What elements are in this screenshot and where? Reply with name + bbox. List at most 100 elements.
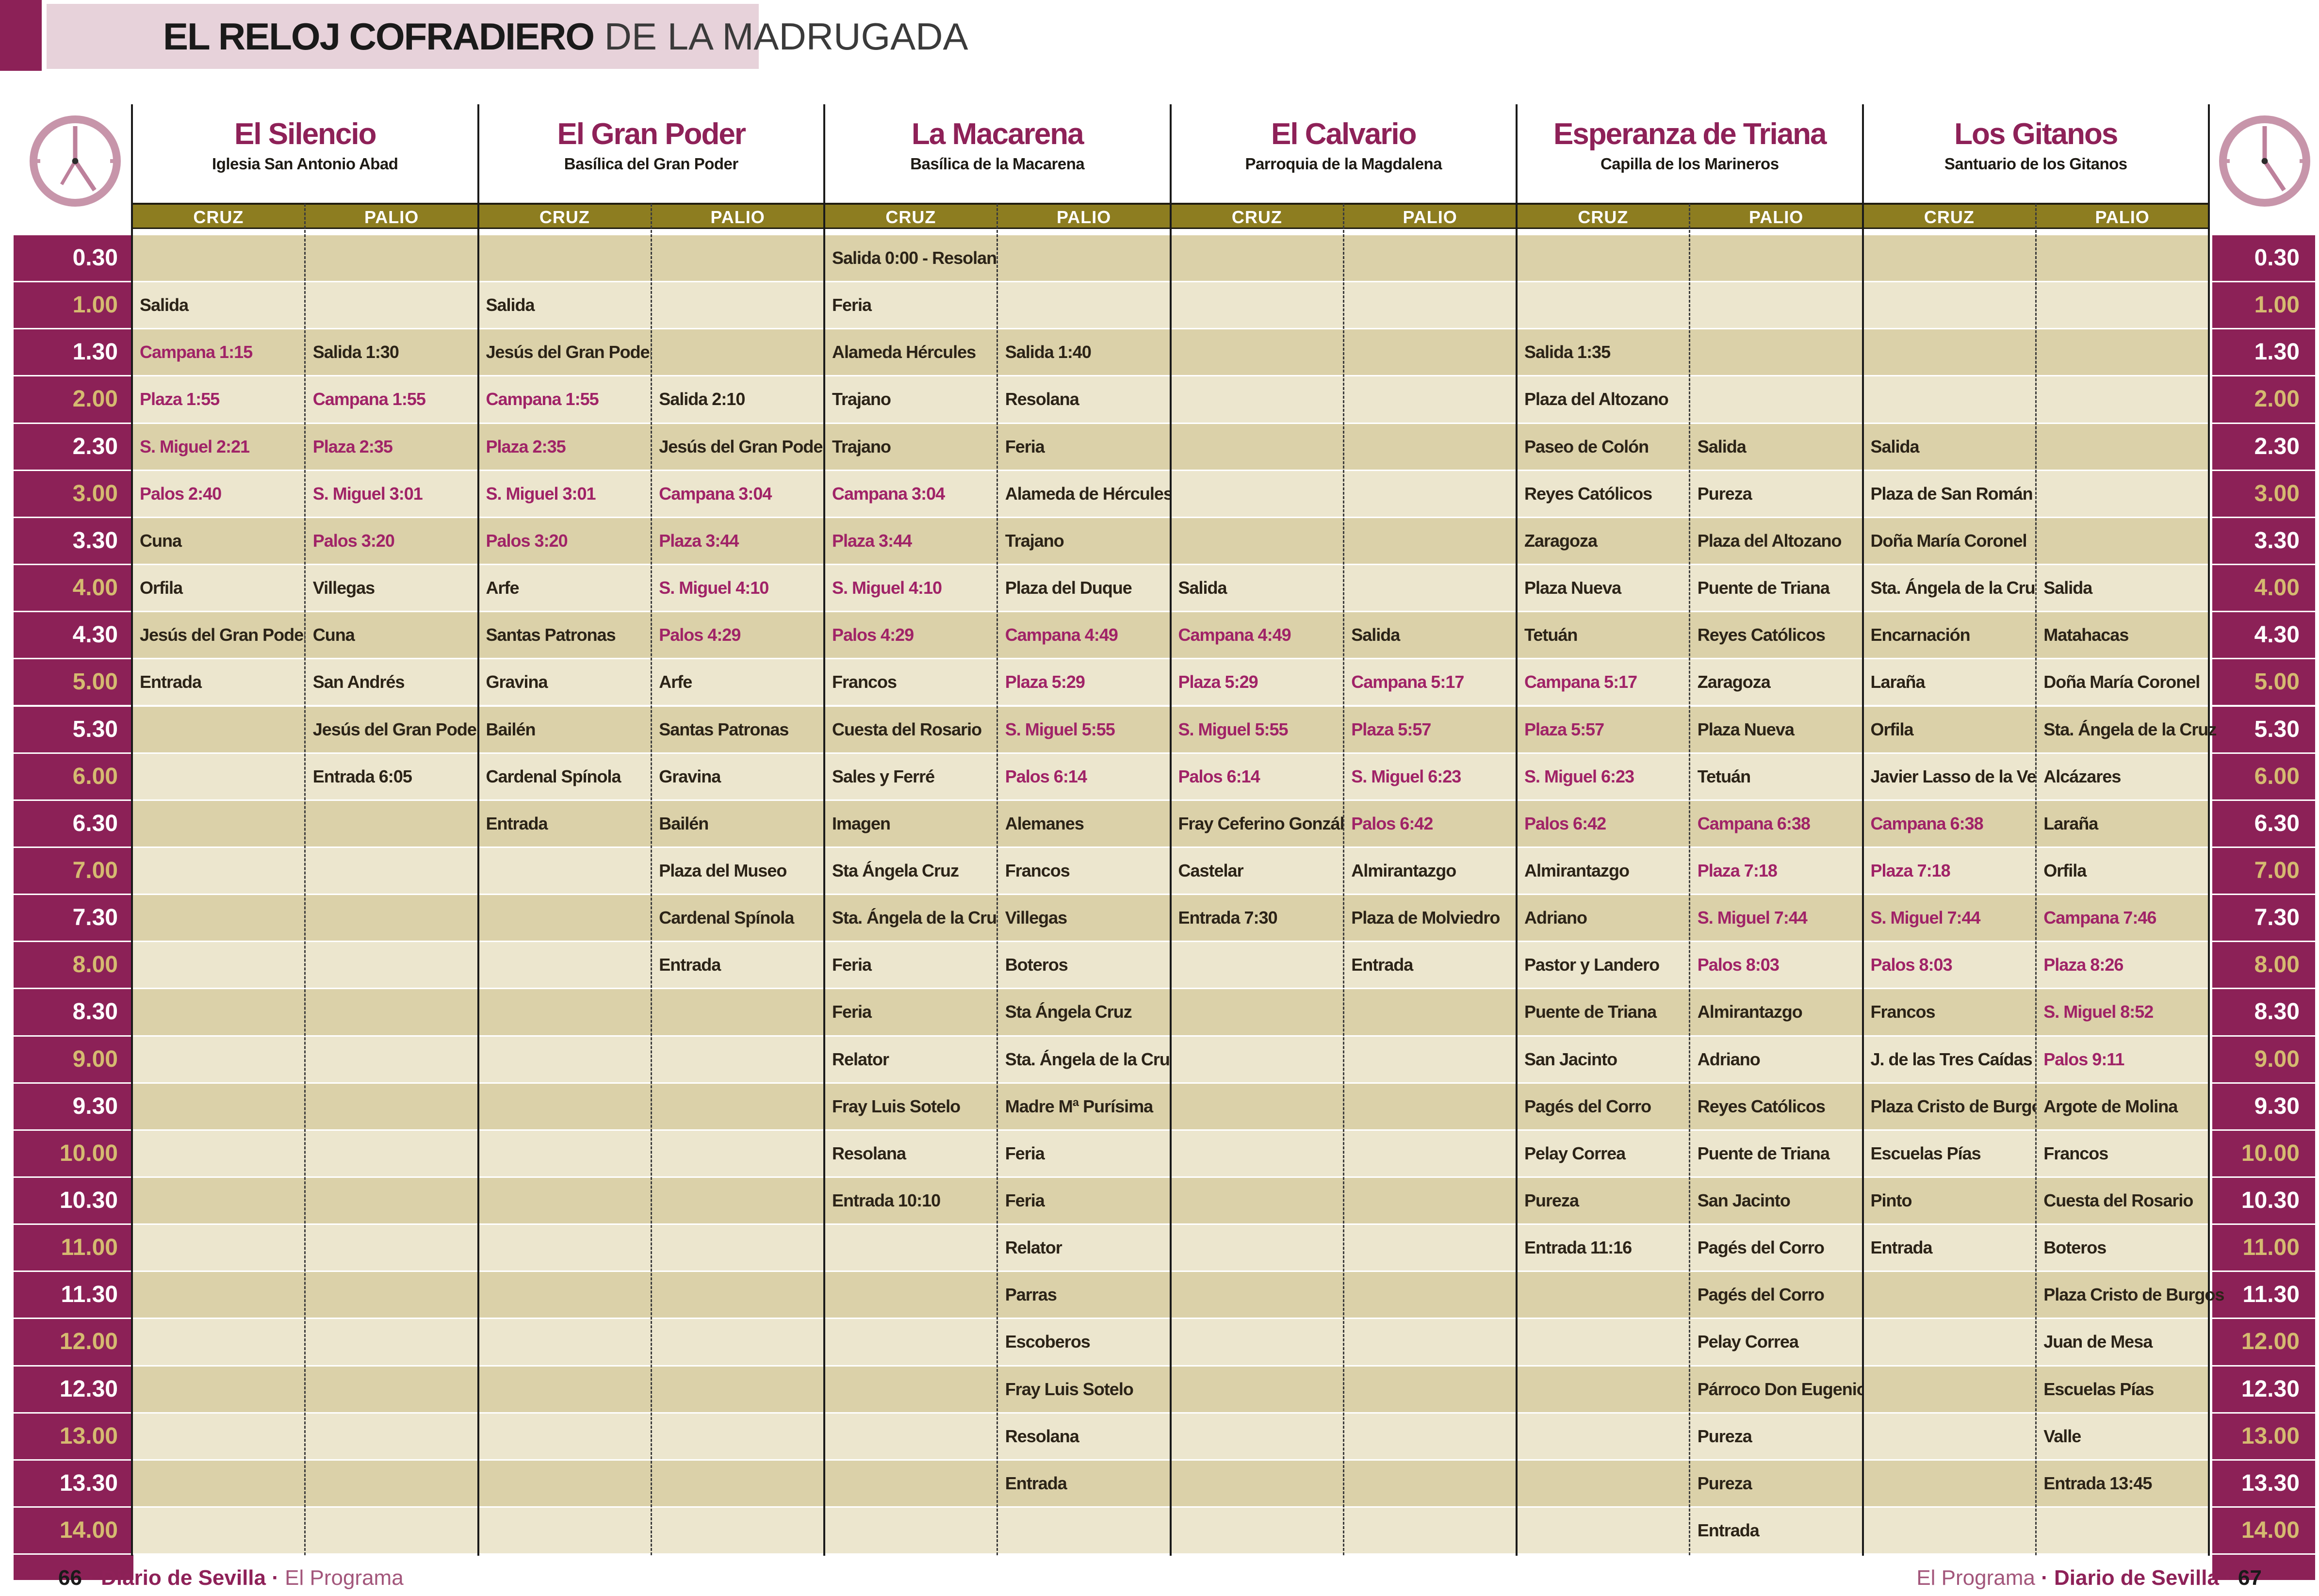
schedule-cell <box>824 1366 997 1412</box>
brotherhood-header: El Calvario Parroquia de la Magdalena <box>1171 108 1517 201</box>
schedule-cell: Laraña <box>1862 659 2036 705</box>
time-cell: 13.30 <box>2212 1460 2315 1507</box>
schedule-cell <box>651 1460 824 1507</box>
schedule-cell: Cuna <box>132 518 305 564</box>
schedule-cell <box>2036 471 2209 517</box>
schedule-cell <box>1170 942 1344 988</box>
schedule-cell: Orfila <box>132 565 305 611</box>
page-number: 67 <box>2238 1566 2262 1590</box>
schedule-cell: Doña María Coronel <box>1862 518 2036 564</box>
schedule-cell <box>132 942 305 988</box>
schedule-cell: Campana 3:04 <box>824 471 997 517</box>
schedule-cell: Imagen <box>824 800 997 847</box>
schedule-cell: Entrada <box>478 800 652 847</box>
schedule-cell <box>305 282 478 328</box>
schedule-cell <box>132 1225 305 1271</box>
schedule-cell: Alcázares <box>2036 753 2209 799</box>
schedule-cell: San Andrés <box>305 659 478 705</box>
schedule-cell <box>478 1319 652 1365</box>
schedule-cell: Bailén <box>651 800 824 847</box>
schedule-cell <box>2036 282 2209 328</box>
schedule-cell: Arfe <box>651 659 824 705</box>
schedule-cell <box>1862 1460 2036 1507</box>
schedule-cell <box>305 1272 478 1318</box>
brotherhood-title: Los Gitanos <box>1954 117 2118 151</box>
schedule-cell: Trajano <box>824 376 997 423</box>
schedule-cell <box>651 1319 824 1365</box>
schedule-cell <box>478 1225 652 1271</box>
time-cell: 5.00 <box>14 659 133 705</box>
schedule-cell: Plaza Cristo de Burgos <box>2036 1272 2224 1318</box>
schedule-cell: Villegas <box>305 565 478 611</box>
schedule-cell <box>651 1413 824 1459</box>
schedule-cell <box>478 1036 652 1082</box>
schedule-cell: Párroco Don Eugenio <box>1689 1366 1867 1412</box>
time-cell: 9.30 <box>14 1083 133 1129</box>
schedule-cell: Plaza 3:44 <box>651 518 824 564</box>
schedule-cell: Campana 7:46 <box>2036 895 2209 941</box>
time-cell: 3.30 <box>14 518 133 564</box>
schedule-cell: Plaza 2:35 <box>478 423 652 470</box>
schedule-cell <box>1170 423 1344 470</box>
schedule-cell: Boteros <box>997 942 1171 988</box>
church-name: Iglesia San Antonio Abad <box>212 155 398 173</box>
schedule-cell: Palos 4:29 <box>824 612 997 658</box>
schedule-cell: Campana 4:49 <box>1170 612 1344 658</box>
schedule-cell: S. Miguel 4:10 <box>824 565 997 611</box>
schedule-cell: Bailén <box>478 706 652 752</box>
schedule-cell: Pelay Correa <box>1689 1319 1863 1365</box>
schedule-cell <box>824 1225 997 1271</box>
schedule-cell: Salida 2:10 <box>651 376 824 423</box>
schedule-cell <box>824 1413 997 1459</box>
schedule-cell: Salida 0:00 - Resolana <box>824 235 1006 281</box>
schedule-cell <box>132 800 305 847</box>
schedule-cell <box>132 1036 305 1082</box>
schedule-cell: Feria <box>824 942 997 988</box>
cruz-header: CRUZ <box>885 207 936 227</box>
schedule-cell <box>1170 235 1344 281</box>
schedule-cell <box>132 753 305 799</box>
church-name: Basílica del Gran Poder <box>564 155 738 173</box>
schedule-cell: Puente de Triana <box>1517 989 1690 1035</box>
schedule-cell <box>1862 1366 2036 1412</box>
schedule-cell <box>1343 565 1517 611</box>
schedule-cell: Cuesta del Rosario <box>824 706 997 752</box>
brotherhood-title: El Calvario <box>1271 117 1417 151</box>
schedule-cell <box>132 895 305 941</box>
schedule-cell <box>1170 329 1344 375</box>
schedule-cell <box>997 235 1171 281</box>
schedule-cell: Santas Patronas <box>651 706 824 752</box>
schedule-cell <box>1170 1225 1344 1271</box>
time-cell: 12.00 <box>14 1319 133 1365</box>
schedule-cell <box>1862 1508 2036 1554</box>
schedule-cell: Argote de Molina <box>2036 1083 2209 1129</box>
schedule-cell <box>2036 1508 2209 1554</box>
schedule-cell <box>1862 329 2036 375</box>
schedule-cell <box>305 1083 478 1129</box>
schedule-cell <box>132 1413 305 1459</box>
schedule-cell: Entrada <box>132 659 305 705</box>
schedule-cell: Plaza del Altozano <box>1517 376 1690 423</box>
group-separator <box>1516 104 1518 1556</box>
schedule-cell <box>1343 1508 1517 1554</box>
schedule-cell <box>305 1460 478 1507</box>
schedule-cell <box>824 1508 997 1554</box>
schedule-cell <box>132 1272 305 1318</box>
schedule-cell: Valle <box>2036 1413 2209 1459</box>
schedule-cell <box>1170 1036 1344 1082</box>
column-divider <box>304 204 306 1555</box>
schedule-cell: Tetuán <box>1689 753 1863 799</box>
schedule-cell <box>1517 1508 1690 1554</box>
schedule-cell: Entrada <box>1862 1225 2036 1271</box>
church-name: Santuario de los Gitanos <box>1944 155 2127 173</box>
time-cell: 12.00 <box>2212 1319 2315 1365</box>
time-cell: 9.00 <box>2212 1036 2315 1082</box>
schedule-cell <box>305 895 478 941</box>
schedule-cell <box>478 1366 652 1412</box>
brotherhood-title: Esperanza de Triana <box>1553 117 1827 151</box>
schedule-cell: Jesús del Gran Poder <box>478 329 656 375</box>
schedule-cell <box>1343 1272 1517 1318</box>
church-name: Basílica de la Macarena <box>910 155 1085 173</box>
schedule-cell: Pureza <box>1517 1178 1690 1224</box>
schedule-cell: Pagés del Corro <box>1689 1272 1863 1318</box>
